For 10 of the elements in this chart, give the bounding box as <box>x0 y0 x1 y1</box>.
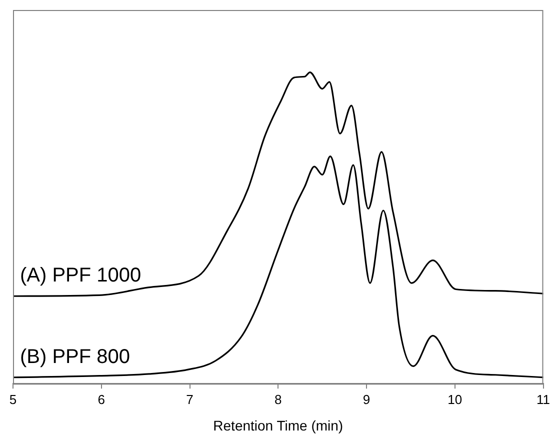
x-tick-label: 5 <box>9 392 17 407</box>
x-axis-title: Retention Time (min) <box>213 417 344 434</box>
x-tick-label: 6 <box>98 392 105 407</box>
x-tick-label: 8 <box>274 392 282 407</box>
series-label: (B) PPF 800 <box>20 346 130 368</box>
series-label: (A) PPF 1000 <box>20 264 142 287</box>
x-tick-label: 11 <box>536 392 550 407</box>
x-tick-label: 10 <box>448 392 462 407</box>
x-tick-label: 9 <box>362 392 370 407</box>
x-tick-label: 7 <box>186 392 194 407</box>
